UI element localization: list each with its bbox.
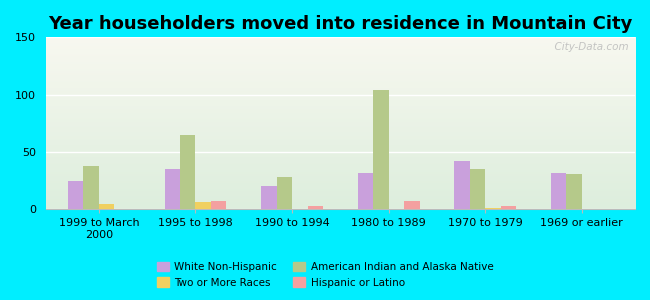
Bar xyxy=(486,208,500,209)
Bar xyxy=(180,135,196,209)
Title: Year householders moved into residence in Mountain City: Year householders moved into residence i… xyxy=(48,15,632,33)
Legend: White Non-Hispanic, Two or More Races, American Indian and Alaska Native, Hispan: White Non-Hispanic, Two or More Races, A… xyxy=(153,258,497,292)
Bar xyxy=(358,173,373,209)
Bar xyxy=(83,166,99,209)
Bar xyxy=(470,169,486,209)
Bar xyxy=(500,206,516,209)
Bar xyxy=(307,206,323,209)
Bar xyxy=(261,186,277,209)
Bar xyxy=(373,90,389,209)
Bar xyxy=(164,169,180,209)
Bar xyxy=(404,201,420,209)
Bar xyxy=(68,181,83,209)
Bar xyxy=(196,202,211,209)
Bar xyxy=(551,173,566,209)
Bar xyxy=(566,174,582,209)
Bar xyxy=(211,201,226,209)
Bar xyxy=(454,161,470,209)
Text: City-Data.com: City-Data.com xyxy=(549,43,629,52)
Bar xyxy=(277,177,292,209)
Bar xyxy=(99,204,114,209)
